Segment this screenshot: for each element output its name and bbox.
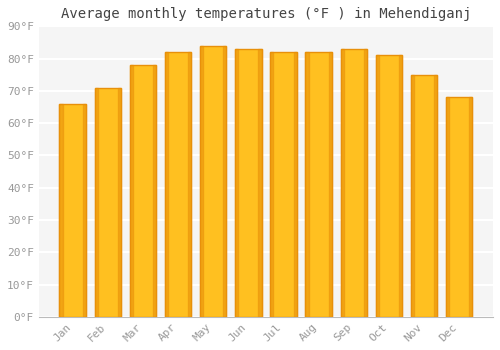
Bar xyxy=(270,52,296,317)
Bar xyxy=(130,65,156,317)
Bar xyxy=(153,65,156,317)
Bar xyxy=(60,104,62,317)
Bar xyxy=(165,52,168,317)
Bar xyxy=(200,46,203,317)
Bar xyxy=(446,97,449,317)
Bar xyxy=(399,55,402,317)
Bar xyxy=(446,97,472,317)
Bar xyxy=(294,52,296,317)
Bar xyxy=(340,49,344,317)
Bar xyxy=(235,49,238,317)
Bar xyxy=(340,49,367,317)
Bar xyxy=(328,52,332,317)
Bar xyxy=(82,104,86,317)
Bar xyxy=(258,49,262,317)
Bar xyxy=(94,88,121,317)
Bar xyxy=(223,46,226,317)
Title: Average monthly temperatures (°F ) in Mehendiganj: Average monthly temperatures (°F ) in Me… xyxy=(60,7,471,21)
Bar xyxy=(376,55,379,317)
Bar xyxy=(376,55,402,317)
Bar xyxy=(306,52,308,317)
Bar xyxy=(60,104,86,317)
Bar xyxy=(200,46,226,317)
Bar xyxy=(411,75,414,317)
Bar xyxy=(469,97,472,317)
Bar xyxy=(434,75,438,317)
Bar xyxy=(165,52,191,317)
Bar xyxy=(94,88,98,317)
Bar xyxy=(270,52,274,317)
Bar xyxy=(130,65,133,317)
Bar xyxy=(118,88,121,317)
Bar xyxy=(364,49,367,317)
Bar xyxy=(411,75,438,317)
Bar xyxy=(188,52,191,317)
Bar xyxy=(235,49,262,317)
Bar xyxy=(306,52,332,317)
